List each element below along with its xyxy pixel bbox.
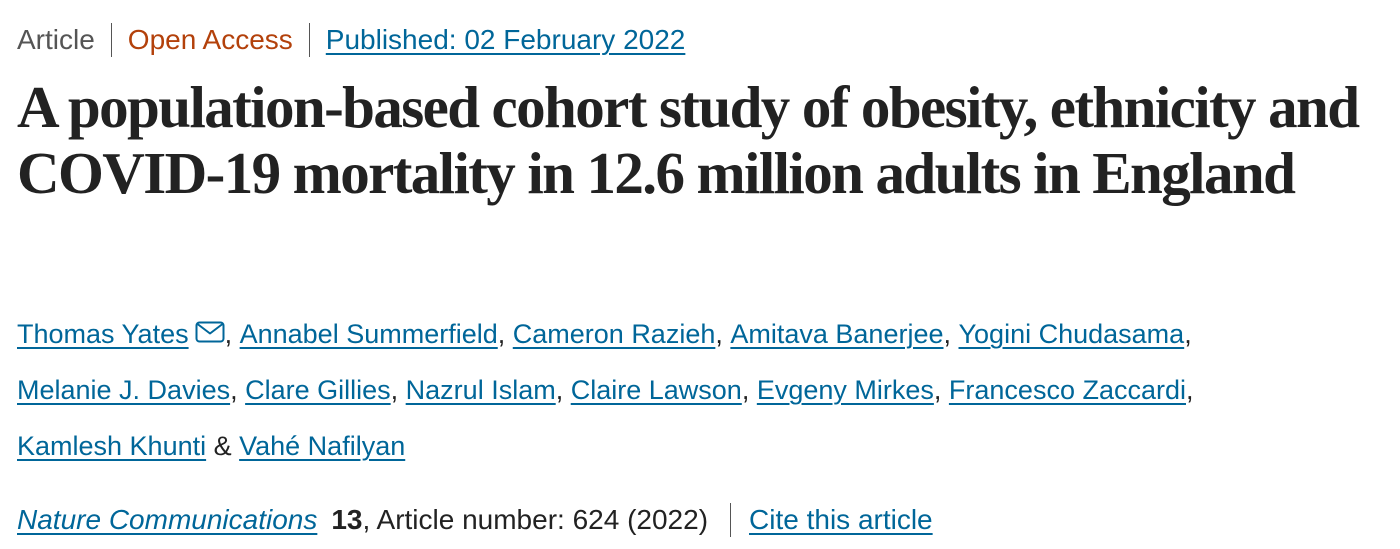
author-item: Amitava Banerjee, — [730, 319, 958, 349]
author-separator: , — [933, 375, 949, 405]
article-title: A population-based cohort study of obesi… — [17, 74, 1360, 206]
citation-divider — [730, 503, 732, 537]
author-separator: , — [1186, 375, 1194, 405]
author-link[interactable]: Vahé Nafilyan — [239, 431, 406, 461]
author-link[interactable]: Francesco Zaccardi — [948, 375, 1186, 405]
cite-this-article-link[interactable]: Cite this article — [749, 504, 933, 535]
meta-divider — [308, 23, 310, 57]
author-link[interactable]: Kamlesh Khunti — [17, 431, 207, 461]
author-link[interactable]: Thomas Yates — [17, 319, 189, 349]
author-item: Kamlesh Khunti & — [17, 431, 239, 461]
author-separator: , — [1184, 319, 1192, 349]
article-meta: Article Open Access Published: 02 Februa… — [17, 22, 685, 58]
author-list: Thomas Yates, Annabel Summerfield, Camer… — [17, 306, 1387, 474]
author-separator: , — [390, 375, 406, 405]
author-link[interactable]: Clare Gillies — [245, 375, 391, 405]
article-number: , Article number: 624 (2022) — [362, 504, 709, 535]
author-item: Thomas Yates, — [17, 319, 240, 349]
author-item: Cameron Razieh, — [513, 319, 731, 349]
author-item: Melanie J. Davies, — [17, 375, 245, 405]
author-link[interactable]: Amitava Banerjee — [730, 319, 944, 349]
author-link[interactable]: Melanie J. Davies — [17, 375, 231, 405]
author-link[interactable]: Yogini Chudasama — [958, 319, 1185, 349]
author-separator: & — [206, 431, 240, 461]
author-separator: , — [943, 319, 959, 349]
volume-number: 13 — [331, 504, 363, 535]
author-link[interactable]: Claire Lawson — [570, 375, 742, 405]
article-type: Article — [17, 24, 95, 55]
open-access-badge: Open Access — [127, 24, 293, 55]
author-item: Nazrul Islam, — [406, 375, 571, 405]
author-link[interactable]: Cameron Razieh — [512, 319, 716, 349]
author-link[interactable]: Nazrul Islam — [405, 375, 556, 405]
author-item: Francesco Zaccardi, — [949, 375, 1194, 405]
author-item: Yogini Chudasama, — [959, 319, 1192, 349]
author-link[interactable]: Evgeny Mirkes — [756, 375, 934, 405]
author-link[interactable]: Annabel Summerfield — [239, 319, 498, 349]
author-separator: , — [497, 319, 513, 349]
author-item: Evgeny Mirkes, — [757, 375, 949, 405]
author-separator: , — [555, 375, 571, 405]
journal-link[interactable]: Nature Communications — [17, 504, 318, 535]
author-item: Clare Gillies, — [245, 375, 406, 405]
meta-divider — [110, 23, 112, 57]
mail-icon[interactable] — [195, 306, 225, 362]
author-separator: , — [230, 375, 246, 405]
author-item: Claire Lawson, — [571, 375, 757, 405]
author-item: Annabel Summerfield, — [240, 319, 513, 349]
citation-line: Nature Communications 13 , Article numbe… — [17, 502, 933, 538]
author-separator: , — [715, 319, 731, 349]
author-separator: , — [741, 375, 757, 405]
author-separator: , — [224, 319, 240, 349]
published-date-link[interactable]: Published: 02 February 2022 — [325, 24, 686, 55]
author-item: Vahé Nafilyan — [239, 431, 405, 461]
